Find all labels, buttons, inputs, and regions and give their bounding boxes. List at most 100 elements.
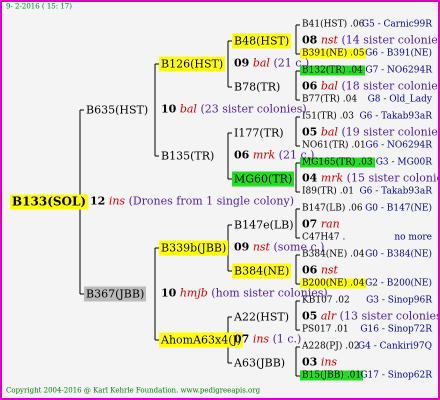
leaf-row: I51(TR) .03 G6 - Takab93aR: [300, 111, 432, 124]
leaf-id: B132(TR) .04: [300, 65, 365, 76]
leaf-name: I89(TR): [302, 186, 337, 197]
leaf-origin: G7 - NO6294R: [365, 65, 432, 76]
leaf-origin: G3 - Sinop96R: [366, 295, 432, 306]
leaf-name: PS017: [302, 324, 332, 335]
node-label: I177(TR): [234, 126, 284, 140]
leaf-row: B391(NE) .05 G6 - B391(NE): [300, 48, 432, 61]
leaf-name: B132(TR): [302, 65, 346, 76]
node-label: B339b(JBB): [159, 240, 229, 256]
mating: 06 mrk (21 c.): [234, 149, 314, 162]
leaf-name: B384(NE): [302, 249, 348, 260]
leaf-share: .01: [339, 186, 355, 197]
mating-number: 07: [302, 217, 318, 231]
node-label: B147e(LB): [234, 218, 294, 232]
leaf-id: B77(TR) .04: [300, 95, 359, 105]
timestamp: 9- 2-2016 ( 15: 17): [6, 2, 72, 11]
mating: 06 bal (18 sister colonies): [302, 79, 440, 93]
leaf-row: B41(HST) .06 G5 - Carnic99R: [300, 19, 432, 32]
leaf-origin: G5 - Carnic99R: [361, 19, 432, 30]
leaf-id: A228(PJ) .02: [300, 342, 362, 352]
mating-note: (18 sister colonies): [341, 79, 440, 93]
leaf-name: B147(LB): [302, 203, 346, 214]
leaf-origin: G16 - Sinop72R: [360, 324, 432, 335]
mating-note: (1 c.): [272, 332, 302, 346]
mating-code: nst: [320, 263, 338, 277]
mating-number: 10: [161, 102, 177, 116]
leaf-name: KB107: [302, 295, 333, 306]
leaf-origin: no more: [394, 232, 432, 243]
leaf-origin: G6 - B391(NE): [365, 48, 432, 59]
mating-number: 09: [234, 56, 250, 70]
mating-code: bal: [320, 79, 338, 93]
mating-code: ins: [252, 332, 270, 346]
leaf-origin: G6 - Takab93aR: [359, 186, 432, 197]
leaf-name: B41(HST): [302, 19, 348, 30]
mating-code: nst: [320, 33, 338, 47]
node-label: B384(NE): [232, 263, 292, 279]
node-label: B135(TR): [161, 149, 215, 163]
leaf-origin: G2 - B200(NE): [365, 278, 432, 289]
leaf-share: .03: [339, 111, 355, 122]
leaf-share: .: [342, 232, 346, 243]
leaf-id: B15(JBB) .01: [300, 370, 364, 381]
mating-number: 05: [302, 309, 318, 323]
leaf-name: B15(JBB): [302, 370, 344, 381]
node-label: A63(JBB): [234, 356, 286, 370]
mating-code: nst: [252, 240, 270, 254]
mating: 10 hmjb (hom sister colonies): [161, 287, 328, 300]
leaf-id: NO61(TR) .01: [300, 141, 368, 151]
mating-note: (15 sister colonies): [346, 171, 438, 185]
mating-number: 05: [302, 125, 318, 139]
leaf-name: B77(TR): [302, 94, 340, 105]
mating-note: (21 c.): [273, 56, 310, 70]
leaf-row: MG165(TR) .03 G3 - MG00R: [300, 157, 432, 170]
leaf-share: .06: [348, 203, 363, 214]
node-label: A22(HST): [234, 310, 289, 324]
mating-number: 06: [234, 148, 250, 162]
node-label: B78(TR): [234, 80, 281, 94]
leaf-share: .04: [350, 278, 365, 289]
mating-note: (hom sister colonies): [211, 286, 328, 300]
leaf-name: A228(PJ): [302, 341, 343, 352]
leaf-row: A228(PJ) .02 G4 - Cankiri97Q: [300, 341, 432, 354]
leaf-row: B147(LB) .06 G0 - B147(NE): [300, 203, 432, 216]
node-label: AhomA63x4(J): [159, 332, 244, 348]
leaf-id: B147(LB) .06: [300, 204, 365, 214]
leaf-row: NO61(TR) .01 G6 - NO6294R: [300, 140, 432, 153]
mating-number: 03: [302, 355, 318, 369]
leaf-origin: G4 - Cankiri97Q: [357, 341, 432, 352]
mating: 05 bal (19 sister colonies): [302, 125, 440, 139]
leaf-row: I89(TR) .01 G6 - Takab93aR: [300, 186, 432, 199]
mating-number: 12: [90, 194, 106, 208]
leaf-name: NO61(TR): [302, 140, 349, 151]
leaf-name: MG165(TR): [302, 157, 356, 168]
node-label: B126(HST): [159, 56, 226, 72]
mating: 07 ran: [302, 218, 340, 231]
mating-code: alr: [320, 309, 337, 323]
leaf-id: PS017 .01: [300, 325, 351, 335]
leaf-share: .01: [346, 370, 362, 381]
leaf-name: B200(NE): [302, 278, 348, 289]
mating: 05 alr (13 sister colonies): [302, 309, 438, 323]
mating-code: bal: [252, 56, 270, 70]
copyright: Copyright 2004-2016 @ Karl Kehrle Founda…: [6, 386, 261, 395]
leaf-origin: G17 - Sinop62R: [360, 370, 432, 381]
mating-number: 04: [302, 171, 318, 185]
leaf-row: B384(NE) .04 G0 - B384(NE): [300, 249, 432, 262]
mating-number: 08: [302, 33, 318, 47]
leaf-row: PS017 .01 G16 - Sinop72R: [300, 324, 432, 337]
mating-note: (23 sister colonies): [200, 102, 307, 116]
leaf-share: .04: [348, 65, 363, 76]
mating-note: (19 sister colonies): [341, 125, 440, 139]
leaf-id: MG165(TR) .03: [300, 157, 375, 168]
leaf-share: .02: [335, 295, 350, 306]
leaf-id: B41(HST) .06: [300, 20, 366, 30]
leaf-share: .06: [349, 19, 365, 30]
leaf-id: I51(TR) .03: [300, 112, 356, 122]
leaf-row: B132(TR) .04 G7 - NO6294R: [300, 65, 432, 78]
mating-code: ran: [320, 217, 340, 231]
leaf-row: B15(JBB) .01 G17 - Sinop62R: [300, 370, 432, 383]
mating: 09 bal (21 c.): [234, 57, 309, 70]
leaf-id: C47H47 .: [300, 233, 347, 243]
